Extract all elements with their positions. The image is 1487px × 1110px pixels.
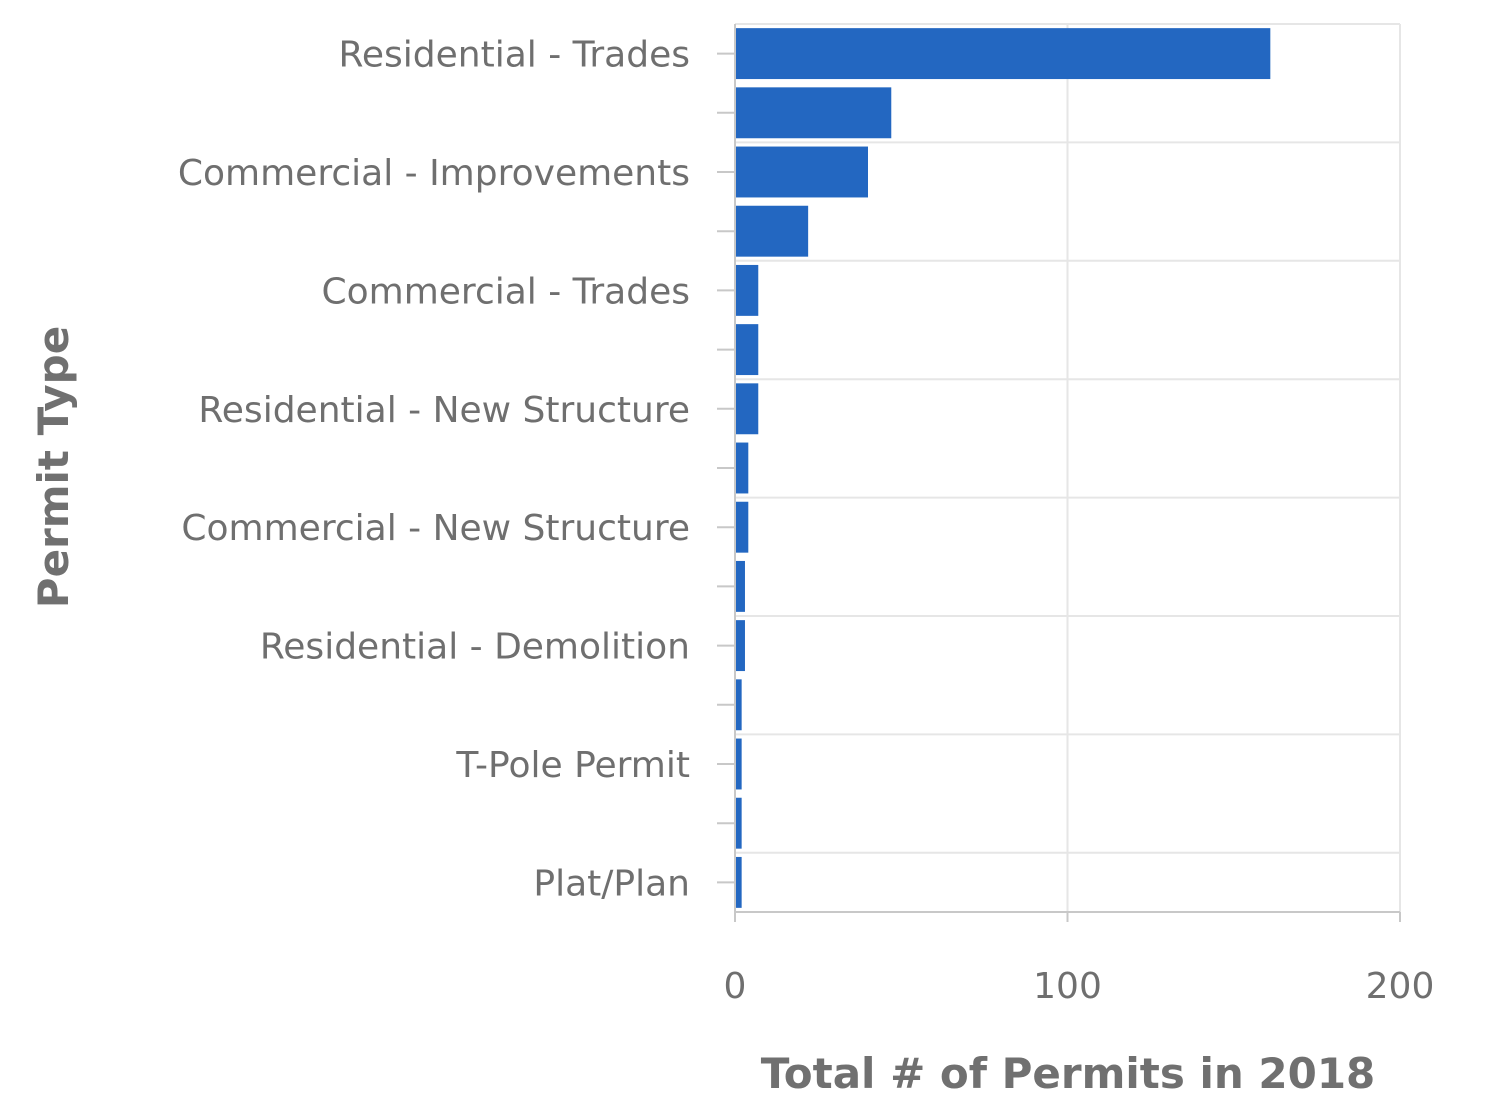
x-tick-label: 0 <box>724 966 747 1007</box>
category-label: Commercial - Trades <box>321 271 690 312</box>
category-label: Commercial - Improvements <box>178 153 690 194</box>
axes <box>717 24 1401 922</box>
x-tick-label: 200 <box>1366 966 1435 1007</box>
bar <box>735 679 742 731</box>
bar <box>735 856 742 908</box>
bars <box>735 28 1271 908</box>
bar <box>735 205 809 257</box>
category-labels: Residential - Trades Commercial - Improve… <box>178 35 690 905</box>
category-label: Plat/Plan <box>533 863 690 904</box>
category-label: Residential - Demolition <box>260 627 690 668</box>
bar <box>735 383 759 435</box>
grid <box>735 23 1401 912</box>
bar <box>735 324 759 376</box>
bar <box>735 264 759 316</box>
bar <box>735 560 745 612</box>
x-tick-labels: 0 100 200 <box>724 966 1435 1007</box>
y-axis-title: Permit Type <box>29 326 78 608</box>
bar <box>735 797 742 849</box>
category-label: Residential - Trades <box>339 35 691 76</box>
x-axis-title: Total # of Permits in 2018 <box>761 1049 1376 1098</box>
bar <box>735 146 868 198</box>
bar <box>735 620 745 672</box>
category-label: Commercial - New Structure <box>181 508 690 549</box>
bar <box>735 87 892 139</box>
bar <box>735 738 742 790</box>
x-tick-label: 100 <box>1033 966 1102 1007</box>
bar <box>735 442 749 494</box>
bar <box>735 28 1271 80</box>
category-label: T-Pole Permit <box>455 745 690 786</box>
category-label: Residential - New Structure <box>198 390 690 431</box>
bar <box>735 501 749 553</box>
